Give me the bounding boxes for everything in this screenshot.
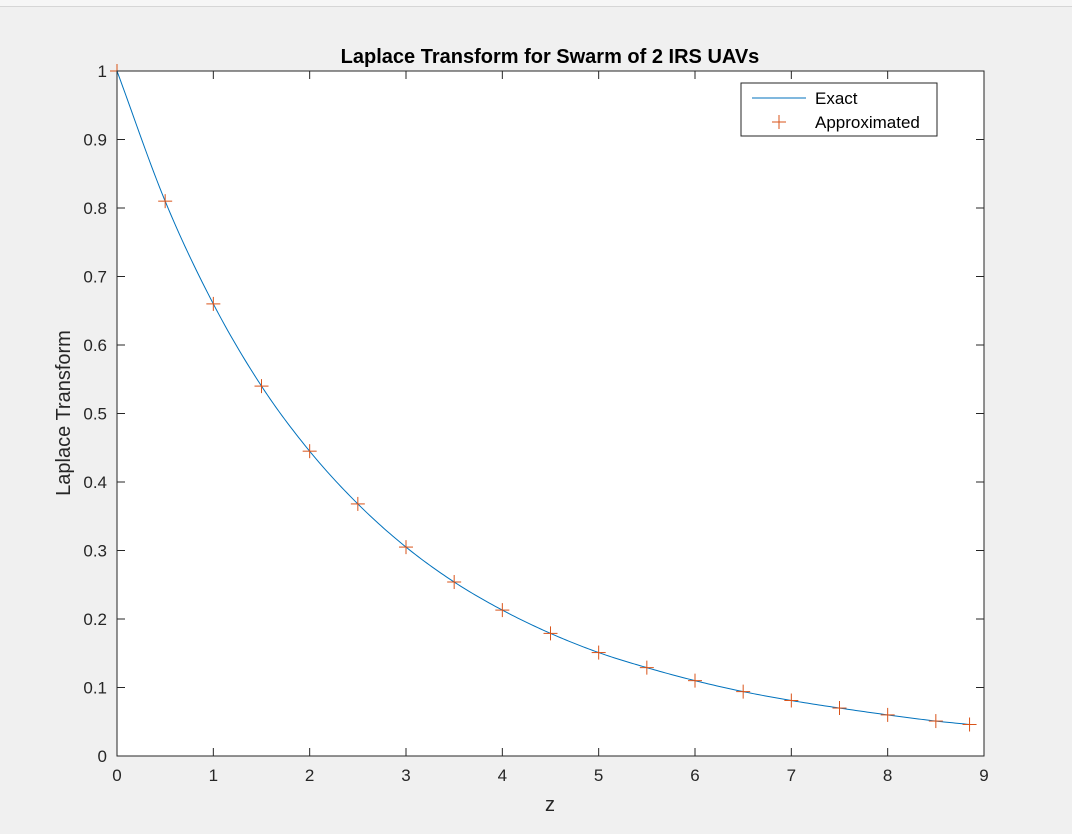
approximated-point (784, 693, 799, 708)
x-tick-label: 9 (979, 766, 988, 785)
legend-approximated-label: Approximated (815, 113, 920, 132)
approximated-point (254, 379, 269, 394)
y-tick-label: 0.3 (83, 542, 107, 561)
approximated-point (399, 540, 413, 555)
x-tick-label: 7 (787, 766, 796, 785)
y-tick-label: 1 (98, 62, 107, 81)
y-tick-label: 0.8 (83, 199, 107, 218)
approximated-point (736, 684, 751, 699)
legend-exact-label: Exact (815, 89, 858, 108)
plot-area (117, 71, 984, 756)
y-tick-label: 0.9 (83, 131, 107, 150)
series-approximated-markers (110, 64, 977, 732)
approximated-point (206, 296, 221, 311)
series-exact-line (116, 70, 970, 725)
x-axis-label: z (545, 794, 555, 816)
chart-title: Laplace Transform for Swarm of 2 IRS UAV… (341, 46, 760, 68)
x-tick-label: 8 (883, 766, 892, 785)
y-tick-label: 0.2 (83, 610, 107, 629)
approximated-point (158, 194, 173, 209)
approximated-point (543, 626, 558, 641)
approximated-point (880, 707, 895, 722)
x-tick-label: 0 (112, 766, 121, 785)
approximated-point (495, 603, 510, 618)
x-tick-label: 2 (305, 766, 314, 785)
legend: Exact Approximated (740, 82, 938, 137)
axes-box (116, 70, 985, 757)
x-tick-label: 5 (594, 766, 603, 785)
legend-approximated-swatch (772, 115, 786, 129)
approximated-point (962, 717, 977, 732)
y-tick-label: 0.1 (83, 679, 107, 698)
y-tick-label: 0 (98, 747, 107, 766)
legend-box (740, 82, 938, 137)
window-top-edge (0, 0, 1072, 7)
y-tick-label: 0.7 (83, 268, 107, 287)
y-tick-label: 0.6 (83, 336, 107, 355)
x-tick-label: 1 (209, 766, 218, 785)
approximated-point (302, 444, 317, 459)
approximated-point (350, 496, 365, 511)
approximated-point (928, 714, 943, 729)
x-tick-label: 4 (498, 766, 507, 785)
y-tick-label: 0.4 (83, 473, 107, 492)
x-tick-label: 3 (401, 766, 410, 785)
y-axis-label: Laplace Transform (53, 330, 75, 496)
approximated-point (591, 645, 606, 660)
approximated-point (832, 701, 847, 716)
approximated-point (639, 660, 654, 675)
x-tick-label: 6 (690, 766, 699, 785)
approximated-point (447, 575, 462, 590)
approximated-point (688, 673, 702, 688)
y-tick-label: 0.5 (83, 405, 107, 424)
